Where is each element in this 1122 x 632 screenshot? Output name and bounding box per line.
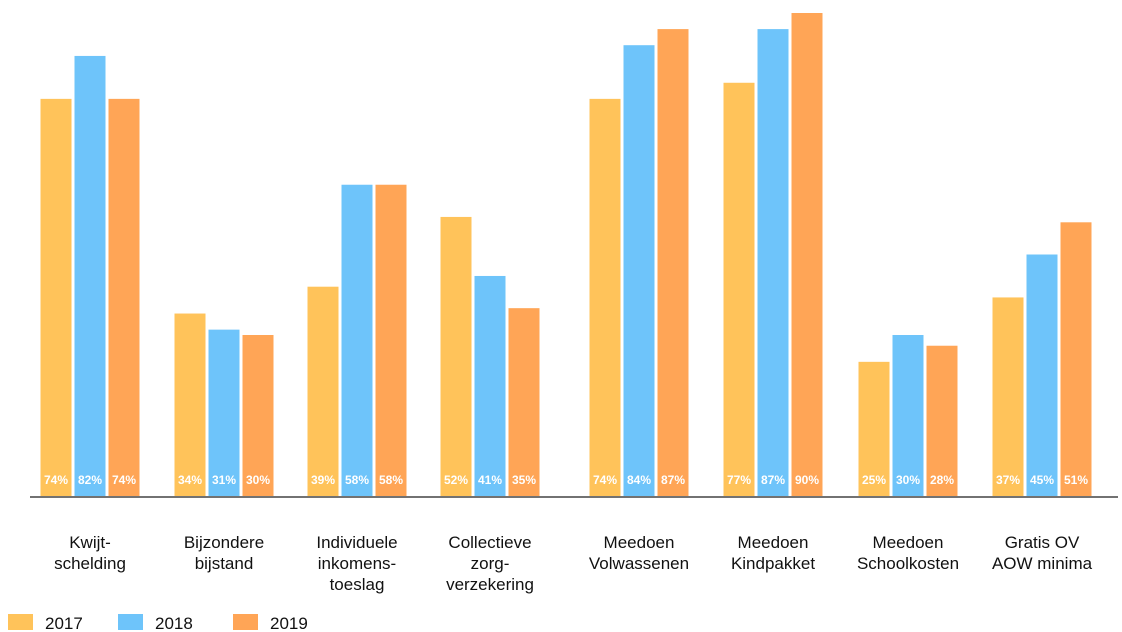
bar bbox=[341, 184, 373, 496]
value-label: 34% bbox=[178, 473, 202, 487]
bar bbox=[474, 275, 506, 496]
bar bbox=[242, 335, 274, 496]
value-label: 87% bbox=[761, 473, 785, 487]
bar bbox=[108, 98, 140, 496]
value-label: 58% bbox=[345, 473, 369, 487]
bar bbox=[1060, 222, 1092, 497]
value-label: 45% bbox=[1030, 473, 1054, 487]
value-label: 41% bbox=[478, 473, 502, 487]
bar bbox=[657, 29, 689, 496]
value-label: 30% bbox=[896, 473, 920, 487]
value-label: 30% bbox=[246, 473, 270, 487]
value-label: 74% bbox=[112, 473, 136, 487]
value-label: 74% bbox=[593, 473, 617, 487]
value-label: 82% bbox=[78, 473, 102, 487]
x-tick-label: Individuele inkomens-toeslag bbox=[316, 533, 397, 594]
bar bbox=[757, 29, 789, 496]
value-label: 35% bbox=[512, 473, 536, 487]
legend-label: 2019 bbox=[270, 614, 308, 632]
bar bbox=[375, 184, 407, 496]
bar bbox=[40, 98, 72, 496]
legend-label: 2017 bbox=[45, 614, 83, 632]
bar bbox=[723, 82, 755, 497]
value-label: 28% bbox=[930, 473, 954, 487]
value-label: 37% bbox=[996, 473, 1020, 487]
bar bbox=[508, 308, 540, 496]
bar bbox=[858, 361, 890, 496]
bar bbox=[440, 216, 472, 496]
legend-label: 2018 bbox=[155, 614, 193, 632]
value-label: 39% bbox=[311, 473, 335, 487]
value-label: 90% bbox=[795, 473, 819, 487]
value-label: 77% bbox=[727, 473, 751, 487]
bar bbox=[589, 98, 621, 496]
x-tick-label: Gratis OV AOW minima bbox=[992, 533, 1093, 573]
x-tick-label: Bijzondere bijstand bbox=[184, 533, 264, 573]
value-label: 84% bbox=[627, 473, 651, 487]
bar bbox=[791, 13, 823, 496]
value-label: 87% bbox=[661, 473, 685, 487]
value-label: 58% bbox=[379, 473, 403, 487]
bar bbox=[926, 345, 958, 496]
value-label: 31% bbox=[212, 473, 236, 487]
bar bbox=[892, 335, 924, 496]
bar bbox=[174, 313, 206, 496]
x-tick-label: Collectieve zorg-verzekering bbox=[446, 533, 534, 594]
legend-swatch bbox=[233, 614, 258, 630]
bar bbox=[1026, 254, 1058, 496]
bar bbox=[307, 286, 339, 496]
x-tick-label: Kwijt-schelding bbox=[54, 533, 126, 573]
legend-swatch bbox=[8, 614, 33, 630]
x-tick-label: Meedoen Volwassenen bbox=[589, 533, 689, 573]
x-tick-label: Meedoen Schoolkosten bbox=[857, 533, 959, 573]
bar bbox=[74, 55, 106, 496]
bar bbox=[623, 45, 655, 496]
value-label: 25% bbox=[862, 473, 886, 487]
bar bbox=[208, 329, 240, 496]
value-label: 52% bbox=[444, 473, 468, 487]
value-label: 51% bbox=[1064, 473, 1088, 487]
legend-swatch bbox=[118, 614, 143, 630]
x-tick-label: Meedoen Kindpakket bbox=[731, 533, 815, 573]
value-label: 74% bbox=[44, 473, 68, 487]
bar bbox=[992, 297, 1024, 496]
